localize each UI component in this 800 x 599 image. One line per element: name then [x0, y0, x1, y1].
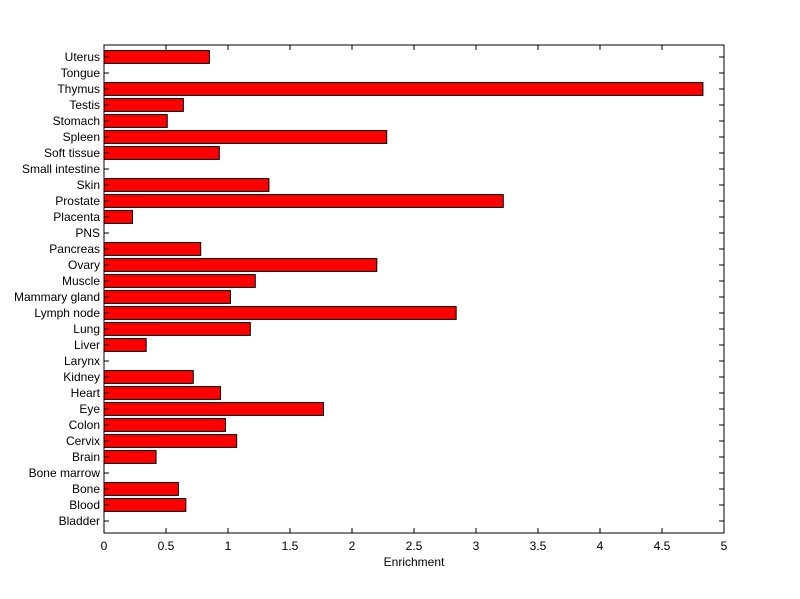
- bar-spleen: [103, 130, 388, 144]
- y-tick-label-liver: Liver: [74, 338, 100, 352]
- bar-prostate: [103, 194, 504, 208]
- y-tick-label-skin: Skin: [77, 178, 100, 192]
- y-tick-label-spleen: Spleen: [63, 130, 100, 144]
- bar-kidney: [103, 370, 194, 384]
- y-tick-label-brain: Brain: [72, 450, 100, 464]
- bar-stomach: [103, 114, 168, 128]
- x-tick-label-5: 2.5: [406, 539, 423, 553]
- y-tick-label-lymph-node: Lymph node: [34, 306, 100, 320]
- y-tick-label-mammary-gland: Mammary gland: [14, 290, 100, 304]
- y-tick-label-cervix: Cervix: [66, 434, 100, 448]
- x-tick-label-2: 1: [225, 539, 232, 553]
- bar-liver: [103, 338, 147, 352]
- y-tick-label-kidney: Kidney: [63, 370, 100, 384]
- bar-blood: [103, 498, 187, 512]
- y-tick-label-eye: Eye: [79, 402, 100, 416]
- y-tick-label-lung: Lung: [73, 322, 100, 336]
- y-tick-label-blood: Blood: [69, 498, 100, 512]
- y-tick-label-placenta: Placenta: [53, 210, 100, 224]
- y-tick-label-ovary: Ovary: [68, 258, 100, 272]
- bar-thymus: [103, 82, 704, 96]
- x-axis-label: Enrichment: [384, 555, 445, 569]
- y-tick-label-tongue: Tongue: [61, 66, 101, 80]
- y-tick-label-uterus: Uterus: [65, 50, 100, 64]
- x-tick-label-4: 2: [349, 539, 356, 553]
- plot-frame: [103, 44, 725, 534]
- x-tick-label-1: 0.5: [158, 539, 175, 553]
- x-tick-label-8: 4: [597, 539, 604, 553]
- y-tick-label-pancreas: Pancreas: [49, 242, 100, 256]
- x-tick-label-10: 5: [721, 539, 728, 553]
- bar-uterus: [103, 50, 210, 64]
- y-tick-label-bladder: Bladder: [59, 514, 100, 528]
- x-tick-label-0: 0: [101, 539, 108, 553]
- y-tick-label-colon: Colon: [69, 418, 100, 432]
- bar-brain: [103, 450, 157, 464]
- x-tick-label-9: 4.5: [654, 539, 671, 553]
- y-tick-label-small-intestine: Small intestine: [22, 162, 100, 176]
- y-tick-label-stomach: Stomach: [53, 114, 100, 128]
- bar-testis: [103, 98, 184, 112]
- y-tick-label-testis: Testis: [69, 98, 100, 112]
- y-axis-ticks: Bladder Blood Bone Bone marrow Brain Cervix Co…: [14, 50, 724, 528]
- bar-eye: [103, 402, 324, 416]
- bar-bone: [103, 482, 179, 496]
- x-tick-label-6: 3: [473, 539, 480, 553]
- bar-mammary-gland: [103, 290, 231, 304]
- y-tick-label-heart: Heart: [71, 386, 101, 400]
- y-tick-label-muscle: Muscle: [62, 274, 100, 288]
- x-axis-ticks: 0 0.5 1 1.5 2 2.5 3 3.5 4 4.5 5: [101, 45, 728, 553]
- y-tick-label-larynx: Larynx: [64, 354, 100, 368]
- y-tick-label-soft-tissue: Soft tissue: [44, 146, 100, 160]
- bar-cervix: [103, 434, 238, 448]
- bar-pancreas: [103, 242, 202, 256]
- y-tick-label-thymus: Thymus: [57, 82, 100, 96]
- y-tick-label-pns: PNS: [75, 226, 100, 240]
- bar-heart: [103, 386, 222, 400]
- bar-muscle: [103, 274, 256, 288]
- bar-ovary: [103, 258, 378, 272]
- bar-lymph-node: [103, 306, 457, 320]
- y-tick-label-bone-marrow: Bone marrow: [29, 466, 101, 480]
- bar-soft-tissue: [103, 146, 220, 160]
- bar-colon: [103, 418, 227, 432]
- y-tick-label-prostate: Prostate: [55, 194, 100, 208]
- y-tick-label-bone: Bone: [72, 482, 100, 496]
- x-tick-label-7: 3.5: [530, 539, 547, 553]
- bar-lung: [103, 322, 251, 336]
- x-tick-label-3: 1.5: [282, 539, 299, 553]
- bars-group: [103, 50, 704, 512]
- bar-skin: [103, 178, 270, 192]
